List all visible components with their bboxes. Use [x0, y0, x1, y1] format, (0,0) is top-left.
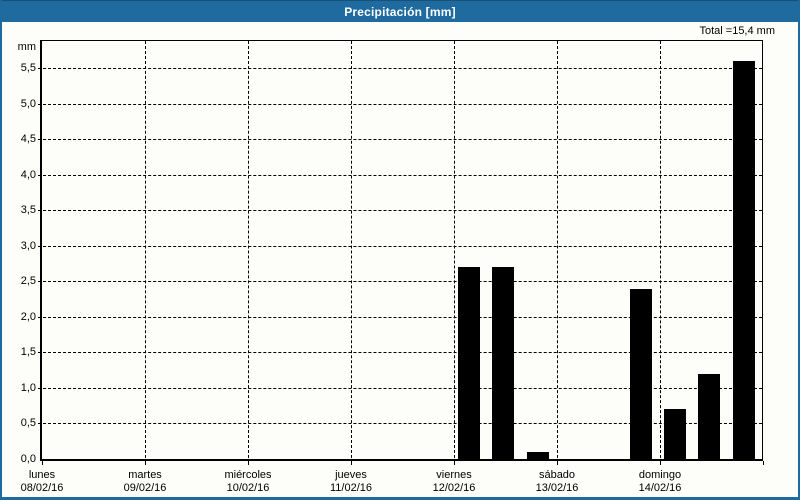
- precipitation-bar: [698, 374, 720, 459]
- chart-title-bar: Precipitación [mm]: [2, 0, 798, 22]
- x-axis-tick: [454, 461, 455, 465]
- precipitation-bar: [527, 452, 549, 459]
- y-axis-tick: [38, 139, 42, 141]
- x-axis-tick: [42, 461, 43, 465]
- y-axis-tick-label: 4,5: [20, 133, 36, 146]
- y-axis-tick: [38, 387, 42, 389]
- y-axis-tick-label: 5,0: [20, 97, 36, 110]
- x-axis-date-label: 08/02/16: [20, 482, 64, 494]
- y-axis-tick: [38, 423, 42, 425]
- x-axis-date-label: 13/02/16: [535, 482, 579, 494]
- h-gridline: [43, 68, 762, 70]
- x-axis-date-label: 11/02/16: [329, 482, 373, 494]
- y-axis-tick: [38, 316, 42, 318]
- v-gridline: [454, 41, 455, 458]
- x-axis-date-label: 09/02/16: [123, 482, 167, 494]
- v-gridline: [557, 41, 558, 458]
- x-axis-day-label: miércoles: [224, 469, 272, 481]
- x-axis-tick: [660, 461, 661, 465]
- y-axis-tick-label: 0,0: [20, 453, 36, 465]
- v-gridline: [351, 41, 352, 458]
- x-axis-day-label: domingo: [638, 469, 682, 481]
- plot-area-frame: [40, 40, 763, 461]
- total-value-label: Total =15,4 mm: [699, 25, 775, 37]
- x-axis-day-label: martes: [128, 469, 162, 481]
- y-axis-tick: [38, 210, 42, 212]
- x-axis-day-label: sábado: [538, 469, 576, 481]
- y-axis-tick-label: 2,5: [20, 275, 36, 288]
- h-gridline: [43, 245, 762, 247]
- h-gridline: [43, 423, 762, 425]
- y-axis-tick-label: 3,0: [20, 239, 36, 252]
- y-axis-tick: [38, 281, 42, 283]
- h-gridline: [43, 352, 762, 354]
- precipitation-bar: [664, 409, 686, 459]
- v-gridline: [660, 41, 661, 458]
- x-axis-date-label: 10/02/16: [226, 482, 270, 494]
- precipitation-bar: [492, 267, 514, 459]
- y-axis-tick: [38, 174, 42, 176]
- v-gridline: [145, 41, 146, 458]
- y-axis-tick-label: 2,0: [20, 310, 36, 323]
- y-axis-tick-label: 0,5: [20, 417, 36, 430]
- v-gridline: [248, 41, 249, 458]
- y-axis-tick: [38, 68, 42, 70]
- h-gridline: [43, 103, 762, 105]
- y-axis-tick-label: 4,0: [20, 168, 36, 181]
- x-axis-tick: [557, 461, 558, 465]
- y-axis-tick: [38, 352, 42, 354]
- y-axis-tick: [38, 103, 42, 105]
- y-axis-tick: [38, 245, 42, 247]
- h-gridline: [43, 316, 762, 318]
- y-axis-tick-label: 3,5: [20, 204, 36, 217]
- precipitation-bar: [458, 267, 480, 459]
- y-axis-tick-label: 1,0: [20, 381, 36, 394]
- x-axis-date-label: 14/02/16: [638, 482, 682, 494]
- h-gridline: [43, 210, 762, 212]
- x-axis-day-label: jueves: [335, 469, 367, 481]
- x-axis-tick: [145, 461, 146, 465]
- h-gridline: [43, 281, 762, 283]
- h-gridline: [43, 387, 762, 389]
- y-axis-tick-label: 1,5: [20, 346, 36, 359]
- precipitation-bar: [733, 61, 755, 459]
- x-axis-day-label: viernes: [436, 469, 472, 481]
- x-axis-tick: [763, 461, 764, 465]
- precipitation-bar: [630, 289, 652, 459]
- x-axis-day-label: lunes: [28, 469, 56, 481]
- h-gridline: [43, 174, 762, 176]
- x-axis-date-label: 12/02/16: [432, 482, 476, 494]
- y-axis-tick-label: 5,5: [20, 62, 36, 75]
- x-axis-tick: [351, 461, 352, 465]
- x-axis-tick: [248, 461, 249, 465]
- h-gridline: [43, 139, 762, 141]
- y-axis-unit-label: mm: [17, 41, 36, 53]
- chart-title: Precipitación [mm]: [344, 4, 456, 19]
